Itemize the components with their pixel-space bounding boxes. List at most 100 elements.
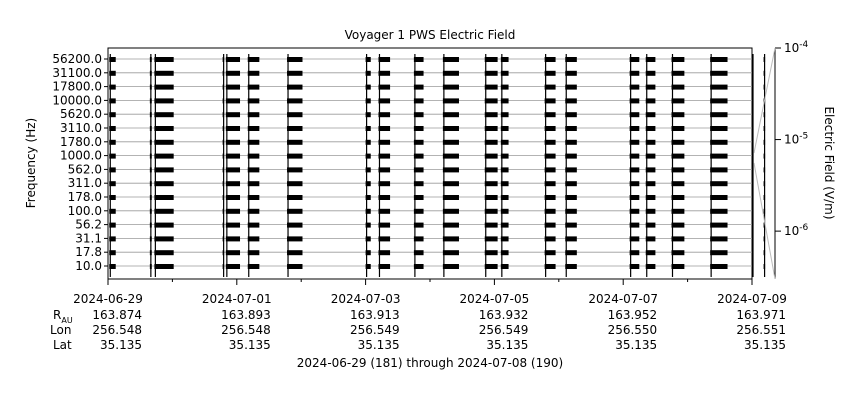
data-block xyxy=(484,139,498,145)
data-block xyxy=(378,84,391,90)
data-block xyxy=(225,153,241,159)
data-block xyxy=(710,139,728,145)
data-block xyxy=(378,139,391,145)
data-block xyxy=(710,181,728,187)
data-block xyxy=(671,167,685,173)
data-block xyxy=(154,181,174,187)
data-block xyxy=(565,126,577,131)
colorbar-connector xyxy=(753,47,776,154)
data-block xyxy=(154,57,174,62)
data-block xyxy=(629,222,640,228)
data-block xyxy=(413,222,424,228)
data-block xyxy=(413,181,424,187)
data-block xyxy=(645,250,656,256)
data-block xyxy=(109,98,116,104)
data-block xyxy=(287,70,303,76)
data-block xyxy=(154,98,174,104)
data-block xyxy=(287,112,303,118)
chart-title: Voyager 1 PWS Electric Field xyxy=(345,28,516,42)
data-block xyxy=(247,70,260,76)
x-tick-label: 2024-07-01 xyxy=(202,292,272,306)
data-block xyxy=(544,236,556,242)
data-block xyxy=(287,208,303,214)
data-block xyxy=(225,250,241,256)
data-block xyxy=(544,208,556,214)
data-block xyxy=(413,126,424,131)
data-block xyxy=(225,195,241,200)
data-block xyxy=(247,236,260,242)
plot-frame xyxy=(107,47,753,280)
data-block xyxy=(500,98,509,104)
data-block xyxy=(109,236,116,242)
data-block xyxy=(544,98,556,104)
data-block xyxy=(645,139,656,145)
ephemeris-lon-value: 256.549 xyxy=(350,323,400,337)
data-block xyxy=(287,236,303,242)
data-block xyxy=(565,98,577,104)
data-block xyxy=(365,250,371,256)
data-block xyxy=(365,126,371,131)
data-block xyxy=(500,250,509,256)
y-tick-label: 1780.0 xyxy=(60,135,102,149)
data-block xyxy=(645,181,656,187)
data-block xyxy=(629,70,640,76)
y-tick-label: 562.0 xyxy=(68,162,102,176)
data-block xyxy=(484,98,498,104)
data-block xyxy=(413,98,424,104)
data-block xyxy=(442,222,459,228)
data-block xyxy=(484,264,498,269)
data-block xyxy=(710,264,728,269)
data-block xyxy=(442,167,459,173)
data-block xyxy=(500,236,509,242)
data-block xyxy=(365,84,371,90)
data-block xyxy=(225,208,241,214)
data-block xyxy=(544,195,556,200)
ephemeris-lat-value: 35.135 xyxy=(100,338,142,352)
y-tick-label: 178.0 xyxy=(68,190,102,204)
data-block xyxy=(710,153,728,159)
data-block xyxy=(154,112,174,118)
data-block xyxy=(413,57,424,62)
data-block xyxy=(565,250,577,256)
data-block xyxy=(645,195,656,200)
colorbar-connector xyxy=(753,162,776,280)
data-block xyxy=(413,70,424,76)
data-block xyxy=(500,84,509,90)
ephemeris-r-value: 163.913 xyxy=(350,308,400,322)
data-block xyxy=(154,126,174,131)
x-tick-label: 2024-06-29 xyxy=(73,292,143,306)
y-tick-label: 17800.0 xyxy=(52,80,102,94)
data-block xyxy=(109,57,116,62)
data-block xyxy=(500,112,509,118)
data-block xyxy=(109,222,116,228)
data-block xyxy=(442,70,459,76)
data-block xyxy=(378,264,391,269)
data-block xyxy=(671,153,685,159)
data-block xyxy=(109,112,116,118)
data-block xyxy=(544,181,556,187)
data-block xyxy=(247,153,260,159)
data-block xyxy=(500,70,509,76)
data-block xyxy=(287,153,303,159)
data-block xyxy=(484,222,498,228)
data-block xyxy=(710,84,728,90)
data-block xyxy=(565,181,577,187)
data-block xyxy=(500,57,509,62)
data-block xyxy=(484,250,498,256)
colorbar: 10-4 10-5 10-6 xyxy=(753,40,809,280)
data-block xyxy=(565,195,577,200)
data-block xyxy=(378,70,391,76)
data-block xyxy=(629,126,640,131)
data-block xyxy=(442,126,459,131)
ephemeris-r-value: 163.952 xyxy=(608,308,658,322)
data-block xyxy=(484,167,498,173)
data-block xyxy=(671,264,685,269)
data-block xyxy=(544,167,556,173)
data-block xyxy=(225,84,241,90)
data-block xyxy=(500,208,509,214)
data-block xyxy=(365,236,371,242)
data-block xyxy=(225,264,241,269)
ephemeris-lon-value: 256.548 xyxy=(92,323,142,337)
data-block xyxy=(247,139,260,145)
data-block xyxy=(484,70,498,76)
